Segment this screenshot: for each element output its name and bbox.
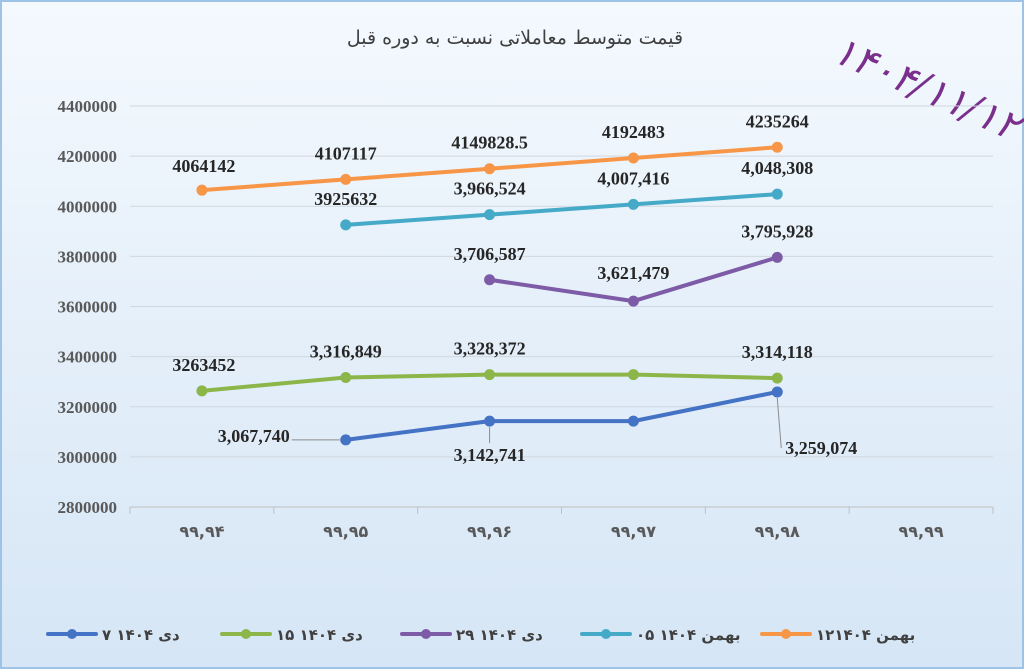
y-tick-label: 2800000 bbox=[58, 498, 118, 517]
legend-swatch-marker bbox=[421, 629, 431, 639]
data-point bbox=[340, 371, 352, 383]
legend-label: ۲۹ دی ۱۴۰۴ bbox=[456, 626, 543, 644]
date-annotation: ۱۴۰۴/۱۱/۱۲ bbox=[826, 27, 1024, 152]
y-tick-label: 3200000 bbox=[58, 398, 118, 417]
data-label: 4,007,416 bbox=[597, 168, 669, 188]
y-tick-label: 3400000 bbox=[58, 348, 118, 367]
data-label: 3,621,479 bbox=[597, 263, 669, 283]
data-point bbox=[340, 173, 352, 185]
data-point bbox=[627, 369, 639, 381]
x-axis: ۹۹,۹۴ ۹۹,۹۵ ۹۹,۹۶ ۹۹,۹۷ ۹۹,۹۸ ۹۹,۹۹ bbox=[129, 506, 994, 541]
data-label: 3,142,741 bbox=[454, 445, 526, 465]
data-point bbox=[627, 152, 639, 164]
legend-label: ۰۵ بهمن ۱۴۰۴ bbox=[636, 626, 740, 644]
legend: ۷ دی ۱۴۰۴ ۱۵ دی ۱۴۰۴ ۲۹ دی ۱۴۰۴ ۰۵ بهمن ۱۴۰… bbox=[46, 626, 915, 644]
x-tick-label: ۹۹,۹۸ bbox=[755, 522, 800, 541]
data-point bbox=[771, 372, 783, 384]
data-point bbox=[627, 295, 639, 307]
data-point bbox=[627, 198, 639, 210]
data-label: 3,706,587 bbox=[454, 244, 526, 264]
x-tick-label: ۹۹,۹۹ bbox=[899, 522, 944, 541]
data-point bbox=[771, 386, 783, 398]
label-leader bbox=[776, 397, 782, 448]
legend-swatch-marker bbox=[67, 629, 77, 639]
data-point bbox=[484, 209, 496, 221]
y-tick-label: 4000000 bbox=[58, 197, 118, 216]
data-point bbox=[771, 251, 783, 263]
data-point bbox=[484, 415, 496, 427]
chart-title: قیمت متوسط معاملاتی نسبت به دوره قبل bbox=[347, 27, 683, 49]
x-tick-label: ۹۹,۹۷ bbox=[611, 522, 656, 541]
data-point bbox=[627, 415, 639, 427]
y-tick-label: 3600000 bbox=[58, 298, 118, 317]
data-label: 4064142 bbox=[172, 156, 235, 176]
data-label: 3925632 bbox=[314, 189, 377, 209]
series-line bbox=[343, 389, 780, 442]
data-label: 4235264 bbox=[746, 111, 809, 131]
x-tick-label: ۹۹,۹۴ bbox=[179, 522, 224, 541]
data-point bbox=[340, 434, 352, 446]
y-tick-label: 3800000 bbox=[58, 247, 118, 266]
data-label: 3,328,372 bbox=[454, 339, 526, 359]
data-label: 3263452 bbox=[172, 355, 235, 375]
legend-label: ۷ دی ۱۴۰۴ bbox=[102, 626, 180, 644]
legend-swatch-marker bbox=[781, 629, 791, 639]
data-label: 3,067,740 bbox=[218, 426, 290, 446]
y-axis-ticks: 2800000 3000000 3200000 3400000 3600000 38000… bbox=[58, 97, 118, 517]
x-tick-label: ۹۹,۹۵ bbox=[323, 522, 368, 541]
data-label: 3,259,074 bbox=[785, 438, 857, 458]
data-labels: 3,067,740 3,142,741 3,259,074 3263452 3,316,… bbox=[172, 111, 857, 465]
series-layer bbox=[196, 141, 783, 446]
gridlines bbox=[130, 105, 993, 508]
series-line bbox=[343, 192, 780, 227]
data-label: 3,966,524 bbox=[454, 179, 526, 199]
legend-label: ۱۵ دی ۱۴۰۴ bbox=[276, 626, 363, 644]
data-label: 3,795,928 bbox=[741, 221, 813, 241]
data-point bbox=[771, 141, 783, 153]
y-tick-label: 4400000 bbox=[58, 97, 118, 116]
data-label: 4149828.5 bbox=[451, 133, 528, 153]
y-tick-label: 3000000 bbox=[58, 448, 118, 467]
data-point bbox=[484, 274, 496, 286]
data-label: 4192483 bbox=[602, 122, 665, 142]
data-label: 4107117 bbox=[315, 143, 377, 163]
x-tick-label: ۹۹,۹۶ bbox=[467, 522, 512, 541]
y-tick-label: 4200000 bbox=[58, 147, 118, 166]
data-point bbox=[196, 385, 208, 397]
data-point bbox=[196, 184, 208, 196]
data-point bbox=[771, 188, 783, 200]
data-point bbox=[484, 369, 496, 381]
legend-swatch-marker bbox=[241, 629, 251, 639]
data-point bbox=[484, 163, 496, 175]
data-label: 4,048,308 bbox=[741, 158, 813, 178]
legend-label: ۱۲بهمن ۱۴۰۴ bbox=[816, 626, 915, 644]
data-label: 3,314,118 bbox=[742, 342, 813, 362]
data-point bbox=[340, 219, 352, 231]
data-label: 3,316,849 bbox=[310, 341, 382, 361]
legend-swatch-marker bbox=[601, 629, 611, 639]
